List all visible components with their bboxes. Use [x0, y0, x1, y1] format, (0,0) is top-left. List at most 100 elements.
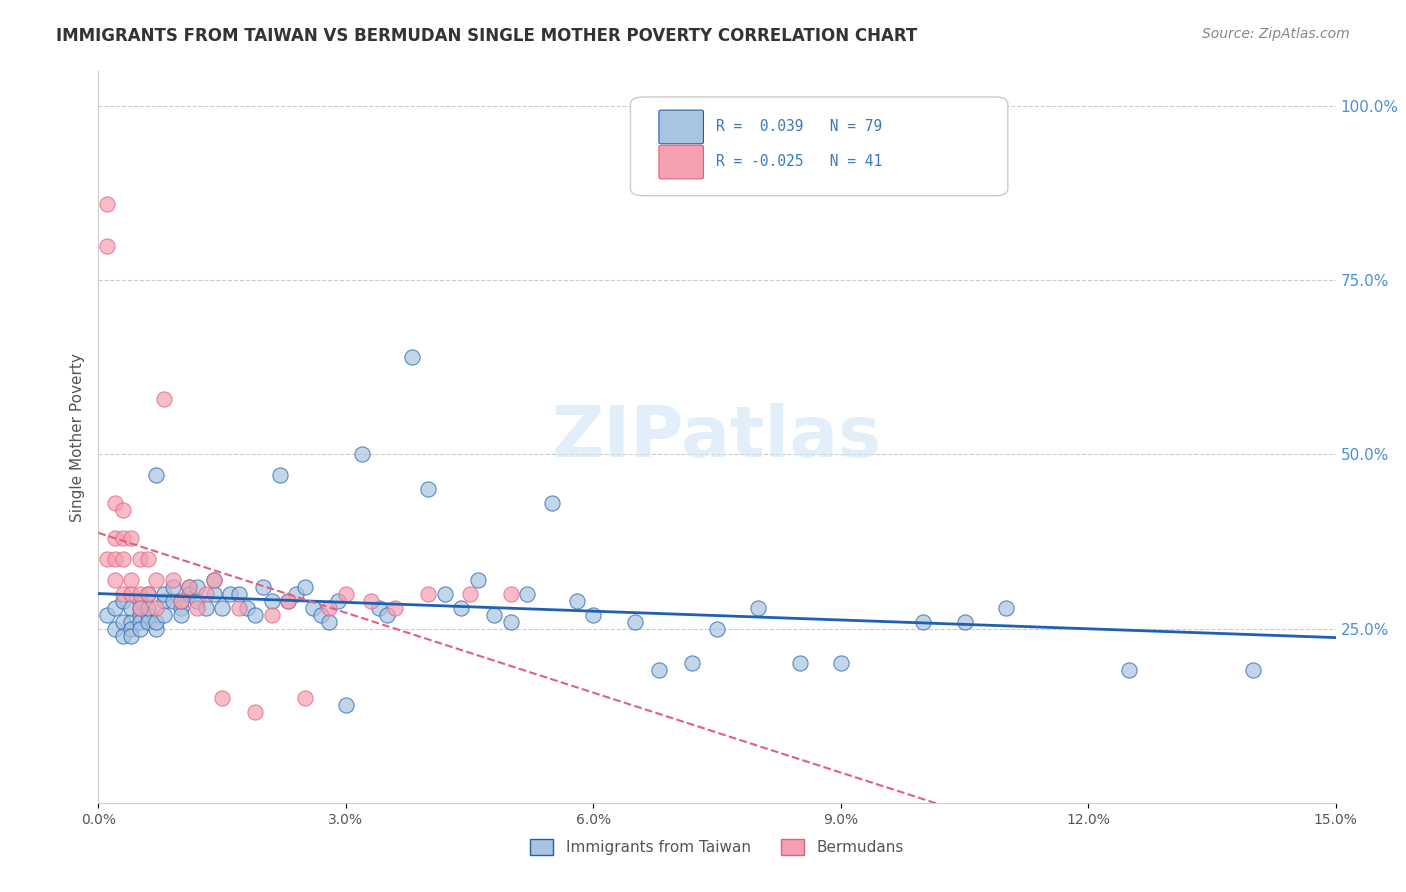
Point	[170, 594, 193, 608]
Point	[128, 607, 150, 622]
Point	[243, 705, 266, 719]
Point	[136, 587, 159, 601]
Point	[162, 594, 184, 608]
Point	[418, 483, 440, 497]
Point	[541, 496, 564, 510]
Point	[318, 615, 340, 629]
Point	[681, 657, 703, 671]
Point	[136, 552, 159, 566]
Point	[186, 594, 208, 608]
Point	[418, 587, 440, 601]
Point	[285, 587, 308, 601]
Point	[104, 552, 127, 566]
Point	[1241, 664, 1264, 678]
Point	[211, 600, 233, 615]
Point	[252, 580, 274, 594]
Point	[302, 600, 325, 615]
Point	[145, 573, 167, 587]
Point	[145, 600, 167, 615]
Point	[128, 600, 150, 615]
Point	[112, 587, 135, 601]
Point	[467, 573, 489, 587]
Y-axis label: Single Mother Poverty: Single Mother Poverty	[69, 352, 84, 522]
Point	[104, 531, 127, 545]
Point	[128, 594, 150, 608]
Point	[112, 552, 135, 566]
Point	[153, 392, 176, 406]
Point	[484, 607, 506, 622]
Point	[136, 607, 159, 622]
Point	[747, 600, 769, 615]
Point	[112, 594, 135, 608]
Point	[120, 615, 142, 629]
Point	[104, 622, 127, 636]
Point	[96, 552, 118, 566]
Point	[1118, 664, 1140, 678]
Point	[367, 600, 389, 615]
Point	[96, 196, 118, 211]
Point	[96, 607, 118, 622]
Point	[335, 587, 357, 601]
Point	[120, 531, 142, 545]
Point	[128, 587, 150, 601]
Point	[294, 580, 316, 594]
Point	[104, 573, 127, 587]
Point	[112, 629, 135, 643]
Point	[401, 350, 423, 364]
Text: IMMIGRANTS FROM TAIWAN VS BERMUDAN SINGLE MOTHER POVERTY CORRELATION CHART: IMMIGRANTS FROM TAIWAN VS BERMUDAN SINGL…	[56, 27, 918, 45]
Point	[120, 600, 142, 615]
Point	[145, 622, 167, 636]
Point	[384, 600, 406, 615]
Point	[269, 468, 291, 483]
Point	[228, 587, 250, 601]
Point	[120, 587, 142, 601]
Point	[112, 531, 135, 545]
Point	[912, 615, 935, 629]
Point	[318, 600, 340, 615]
Point	[170, 607, 193, 622]
Point	[128, 600, 150, 615]
FancyBboxPatch shape	[659, 145, 703, 179]
Point	[260, 607, 283, 622]
Point	[326, 594, 349, 608]
FancyBboxPatch shape	[630, 97, 1008, 195]
Point	[352, 448, 374, 462]
Point	[335, 698, 357, 713]
Point	[260, 594, 283, 608]
Point	[953, 615, 976, 629]
Point	[170, 594, 193, 608]
Point	[202, 587, 225, 601]
Text: ZIPatlas: ZIPatlas	[553, 402, 882, 472]
Point	[136, 615, 159, 629]
Point	[360, 594, 382, 608]
Point	[136, 587, 159, 601]
Point	[994, 600, 1017, 615]
FancyBboxPatch shape	[659, 110, 703, 144]
Point	[153, 587, 176, 601]
Point	[153, 607, 176, 622]
Point	[433, 587, 456, 601]
Legend: Immigrants from Taiwan, Bermudans: Immigrants from Taiwan, Bermudans	[524, 833, 910, 861]
Point	[499, 587, 522, 601]
Point	[219, 587, 242, 601]
Point	[194, 587, 217, 601]
Point	[277, 594, 299, 608]
Point	[565, 594, 588, 608]
Point	[243, 607, 266, 622]
Point	[120, 573, 142, 587]
Point	[153, 594, 176, 608]
Point	[648, 664, 671, 678]
Point	[830, 657, 852, 671]
Point	[375, 607, 398, 622]
Point	[112, 615, 135, 629]
Point	[128, 552, 150, 566]
Point	[194, 600, 217, 615]
Point	[186, 600, 208, 615]
Point	[236, 600, 259, 615]
Point	[145, 468, 167, 483]
Text: R = -0.025   N = 41: R = -0.025 N = 41	[716, 153, 882, 169]
Point	[211, 691, 233, 706]
Text: R =  0.039   N = 79: R = 0.039 N = 79	[716, 119, 882, 134]
Point	[162, 580, 184, 594]
Point	[516, 587, 538, 601]
